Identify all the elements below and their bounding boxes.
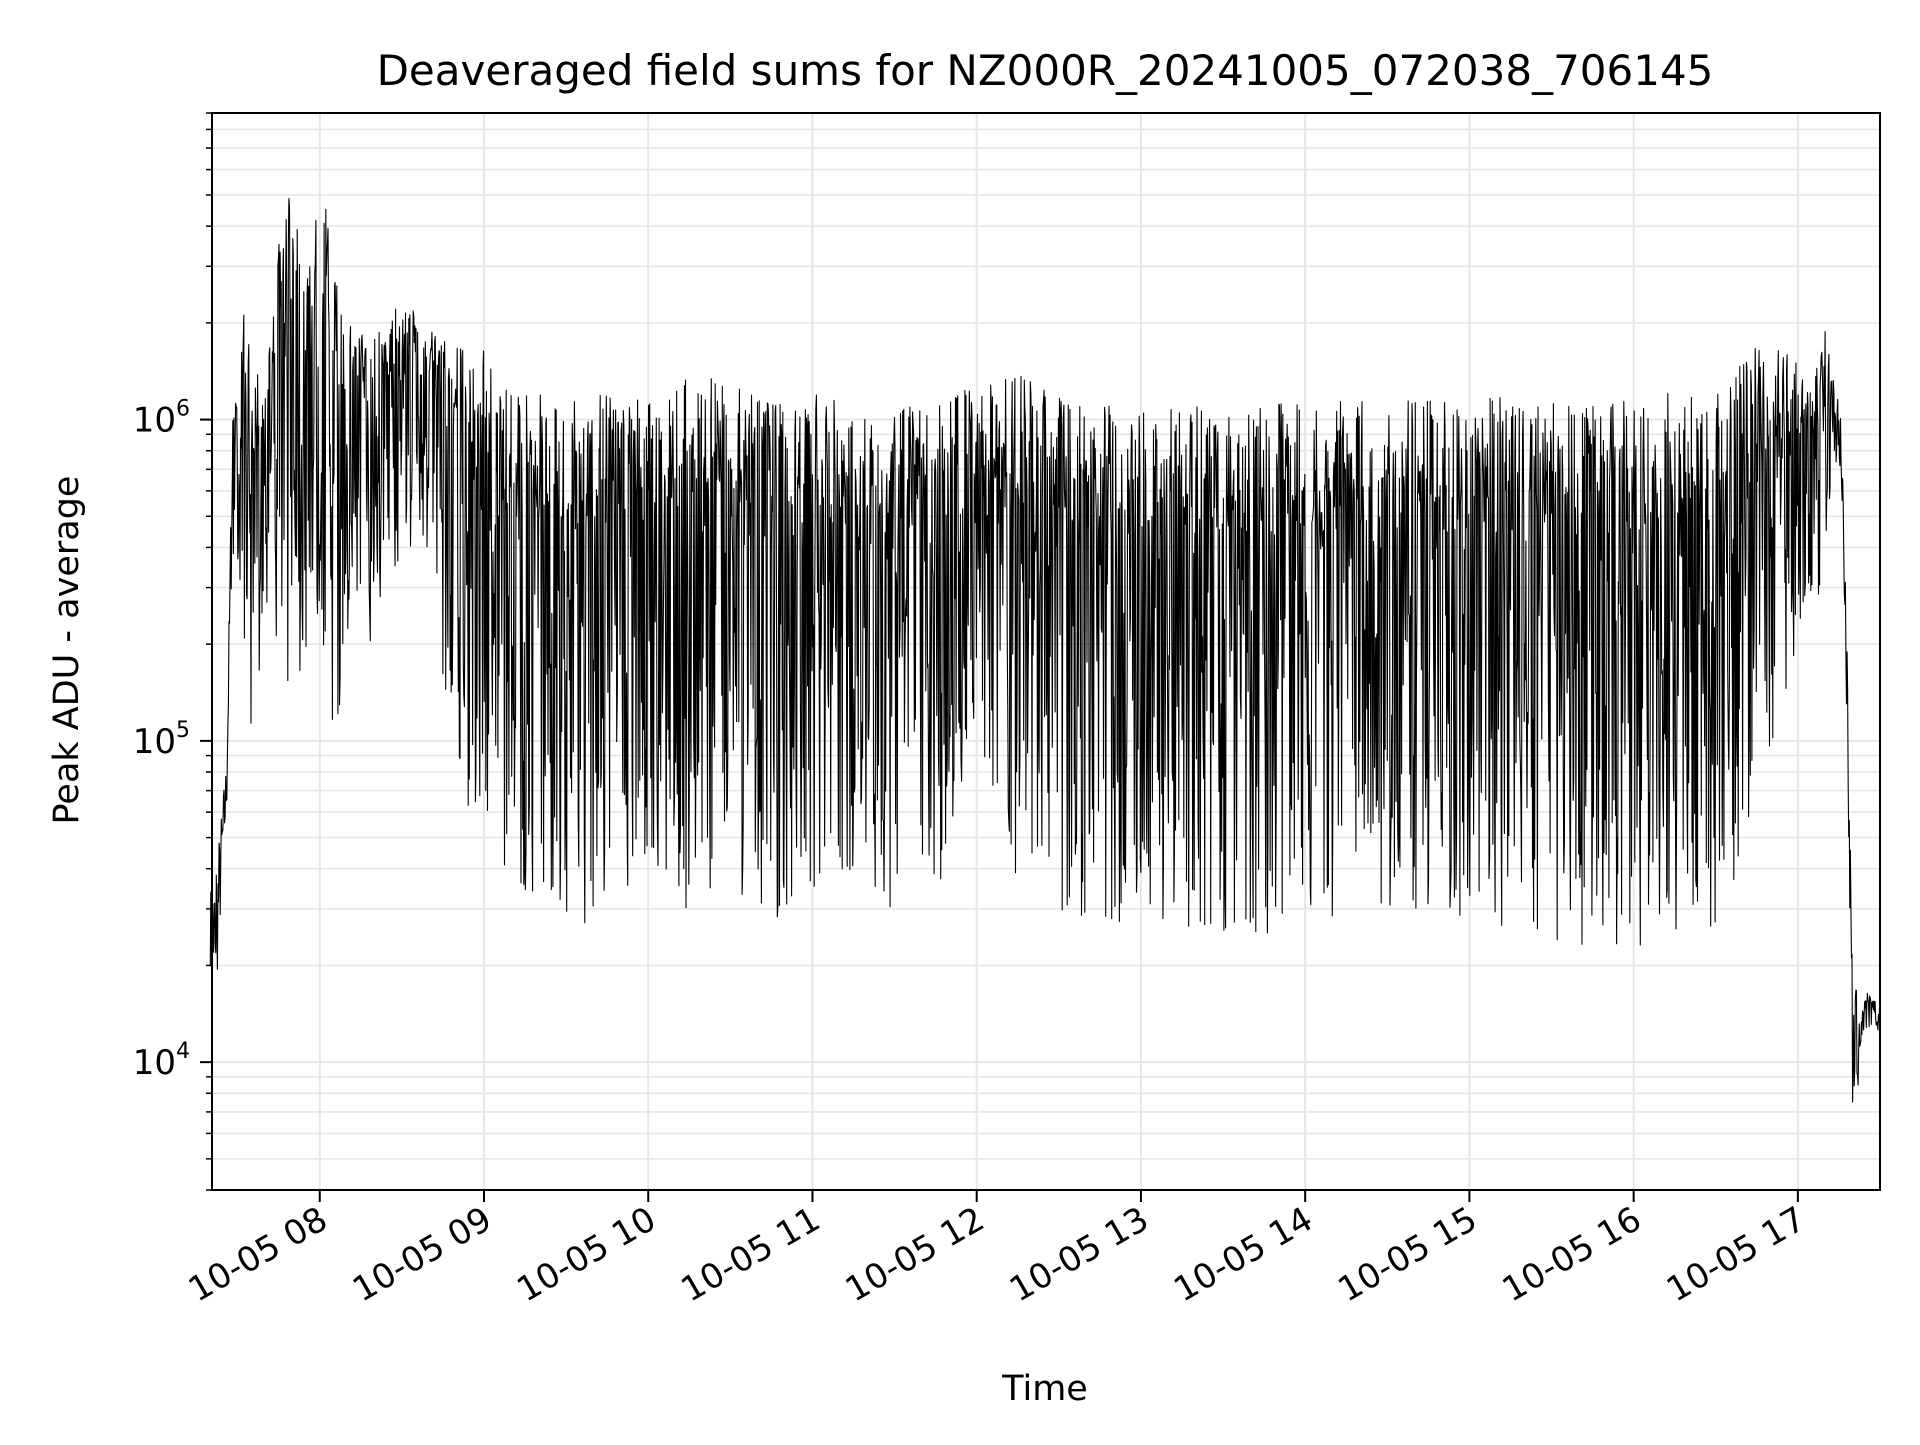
series-group (209, 197, 1881, 1103)
plot-frame (211, 112, 1881, 1191)
chart-title: Deaveraged field sums for NZ000R_2024100… (377, 46, 1714, 95)
y-tick-exponent: 4 (176, 1039, 190, 1064)
y-tick-label: 106 (133, 397, 190, 441)
series-line (209, 197, 1881, 1103)
y-tick-base: 10 (133, 722, 176, 762)
y-axis-label: Peak ADU - average (47, 476, 87, 825)
y-tick-exponent: 5 (176, 718, 190, 743)
y-tick-base: 10 (133, 401, 176, 441)
y-tick-exponent: 6 (176, 397, 190, 422)
x-axis-label: Time (1001, 1369, 1088, 1409)
y-tick-label: 105 (133, 718, 190, 762)
y-tick-base: 10 (133, 1043, 176, 1083)
y-tick-label: 104 (133, 1039, 190, 1083)
